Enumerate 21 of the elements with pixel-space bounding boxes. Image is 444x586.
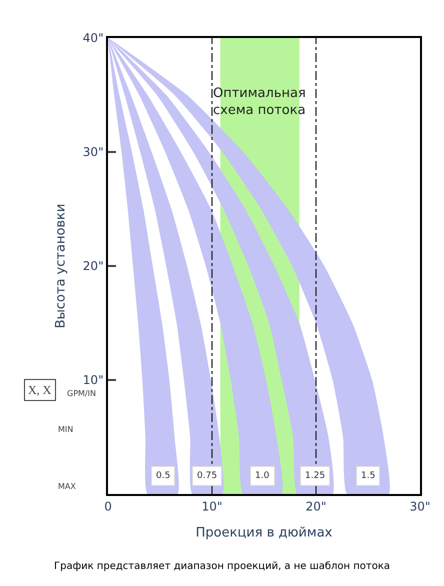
series-label: 1.0 xyxy=(255,471,270,481)
series-label: 1.5 xyxy=(361,471,376,481)
x-tick-label: 30" xyxy=(410,499,430,514)
series-label: 1.25 xyxy=(305,471,326,481)
series-label: 0.75 xyxy=(197,471,218,481)
band-label: Оптимальная схема потока xyxy=(213,86,306,118)
x-axis-title: Проекция в дюймах xyxy=(196,526,333,540)
text: X, X xyxy=(28,383,52,397)
x-tick-label: 20" xyxy=(306,499,326,514)
text: MAX xyxy=(58,482,76,491)
series-label: 0.5 xyxy=(156,471,170,481)
x-tick-label: 0 xyxy=(104,499,112,514)
text: График представляет диапазон проекций, а не шаблон потока xyxy=(54,561,390,572)
text: GPM/IN xyxy=(67,389,96,398)
y-tick-label: 10" xyxy=(82,373,104,388)
x-tick-label: 10" xyxy=(202,499,222,514)
text: MIN xyxy=(58,425,74,434)
y-tick-label: 20" xyxy=(82,259,104,274)
y-axis-title: Высота установки xyxy=(53,204,68,328)
y-tick-label: 30" xyxy=(82,145,104,160)
y-tick-label: 40" xyxy=(82,31,104,46)
